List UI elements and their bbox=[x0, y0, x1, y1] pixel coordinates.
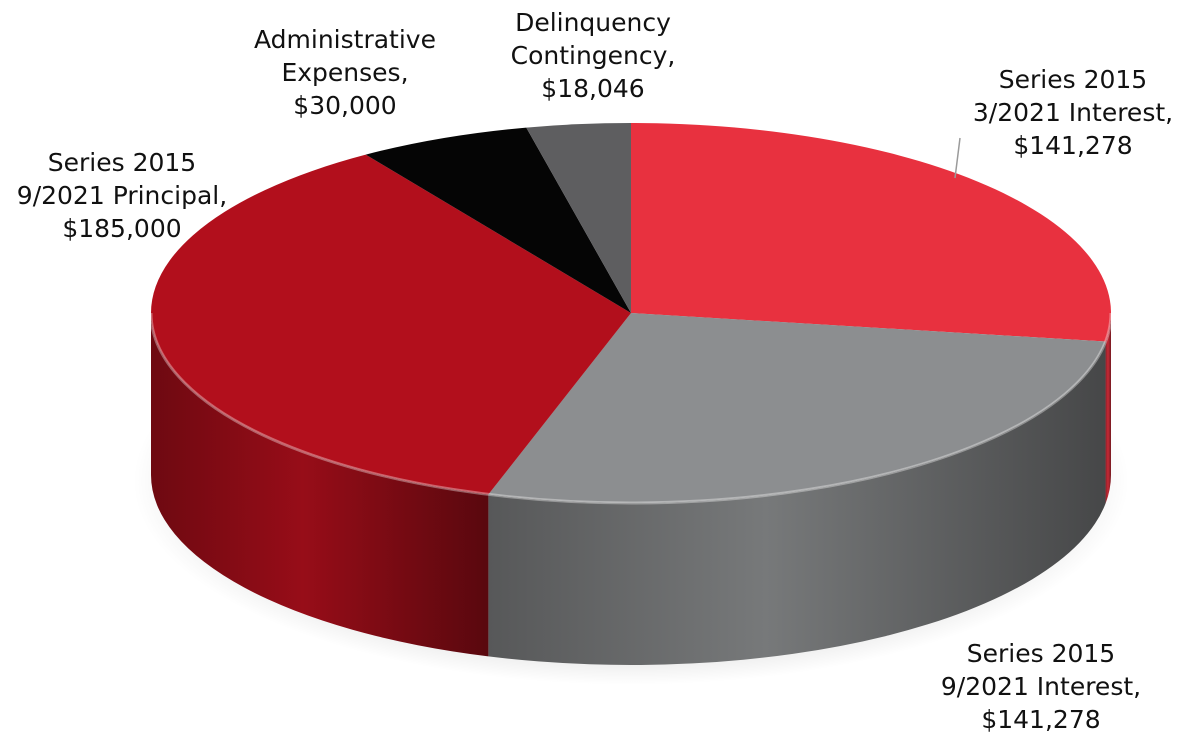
slice-label-line: $141,278 bbox=[1013, 131, 1133, 160]
slice-label-line: $30,000 bbox=[293, 91, 397, 120]
slice-label-3-2021-interest: Series 2015 3/2021 Interest, $141,278 bbox=[938, 63, 1183, 162]
pie-side-1 bbox=[488, 341, 1106, 665]
slice-label-line: Expenses, bbox=[281, 58, 409, 87]
slice-label-line: Administrative bbox=[254, 25, 436, 54]
slice-label-9-2021-interest: Series 2015 9/2021 Interest, $141,278 bbox=[906, 637, 1176, 736]
label-leader-line bbox=[954, 137, 961, 179]
pie-slice-3 bbox=[365, 127, 631, 314]
slice-label-administrative-expenses: Administrative Expenses, $30,000 bbox=[210, 23, 480, 122]
pie-slice-1 bbox=[488, 313, 1106, 503]
slice-label-line: Series 2015 bbox=[47, 148, 197, 177]
slice-label-line: 9/2021 Interest, bbox=[940, 672, 1142, 701]
pie-slice-4 bbox=[526, 123, 631, 313]
pie-rim-highlight bbox=[149, 312, 1113, 505]
slice-label-line: Series 2015 bbox=[966, 639, 1116, 668]
slice-label-line: Delinquency bbox=[515, 8, 671, 37]
slice-label-line: $185,000 bbox=[62, 214, 182, 243]
slice-label-line: 3/2021 Interest, bbox=[972, 98, 1174, 127]
pie-slice-2 bbox=[151, 154, 631, 495]
slice-label-line: Series 2015 bbox=[998, 65, 1148, 94]
pie-side-2 bbox=[150, 313, 489, 657]
pie-slice-0 bbox=[631, 123, 1111, 342]
slice-label-line: $18,046 bbox=[541, 74, 645, 103]
slice-label-line: Contingency, bbox=[510, 41, 676, 70]
pie-side-0 bbox=[1105, 313, 1111, 504]
slice-label-line: 9/2021 Principal, bbox=[16, 181, 228, 210]
slice-label-9-2021-principal: Series 2015 9/2021 Principal, $185,000 bbox=[0, 146, 252, 245]
slice-label-line: $141,278 bbox=[981, 705, 1101, 734]
slice-label-delinquency-contingency: Delinquency Contingency, $18,046 bbox=[458, 6, 728, 105]
